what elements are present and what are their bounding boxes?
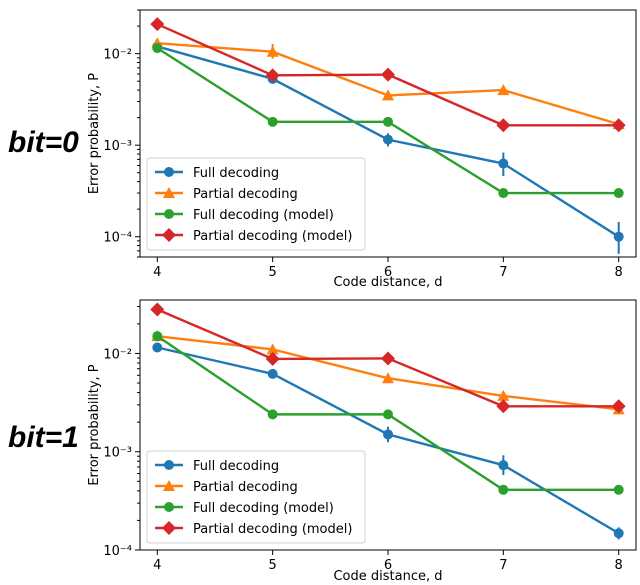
data-point (382, 89, 394, 101)
chart-panel-0: bit=0 4 5 6 7 8 10⁻⁴ 10⁻³ 10⁻² Code distance, d Er… (8, 9, 637, 290)
legend: Full decoding Partial decoding Full decodi… (146, 157, 366, 251)
series-2 (152, 331, 624, 495)
x-tick-label: 8 (615, 265, 623, 280)
x-axis-label: Code distance, d (333, 275, 442, 290)
x-tick-label: 5 (269, 265, 277, 280)
legend-item-label: Full decoding (193, 459, 279, 474)
data-point (152, 331, 163, 342)
series-3 (150, 302, 626, 414)
series-1 (151, 330, 625, 415)
data-point (267, 409, 278, 420)
series-2 (152, 43, 624, 199)
legend-marker (162, 521, 176, 535)
y-tick-label: 10⁻² (103, 48, 132, 63)
data-point (383, 409, 393, 420)
data-point (150, 17, 165, 32)
legend-item-label: Partial decoding (model) (193, 522, 352, 537)
data-point (152, 43, 163, 54)
x-tick-label: 6 (384, 265, 392, 280)
data-point (383, 134, 393, 145)
data-point (267, 368, 278, 379)
x-tick-label: 8 (615, 558, 623, 573)
series-1 (151, 37, 625, 130)
legend-item-label: Full decoding (model) (193, 208, 334, 223)
y-axis-label: Error probability, P (87, 364, 102, 485)
legend-item-label: Partial decoding (model) (193, 229, 352, 244)
y-tick-label: 10⁻² (103, 347, 132, 362)
legend-box (146, 157, 366, 251)
y-tick-label: 10⁻⁴ (103, 544, 132, 559)
data-point (496, 118, 511, 133)
x-axis-label: Code distance, d (333, 569, 442, 584)
data-point (383, 116, 393, 127)
data-point (266, 343, 279, 355)
data-point (266, 45, 279, 57)
legend-marker (163, 480, 175, 491)
data-point (613, 528, 624, 539)
data-point (498, 188, 509, 199)
y-tick-label: 10⁻³ (103, 446, 132, 461)
legend: Full decoding Partial decoding Full decodi… (146, 450, 366, 544)
data-point (498, 158, 509, 169)
data-point (613, 188, 624, 199)
data-point (381, 67, 395, 82)
data-point (498, 484, 509, 495)
data-point (613, 484, 624, 495)
y-axis-label: Error probability, P (87, 73, 102, 194)
data-point (613, 231, 624, 242)
data-point (611, 118, 626, 133)
data-point (150, 302, 165, 317)
legend-marker (164, 209, 174, 219)
data-point (611, 399, 626, 414)
series-3 (150, 17, 626, 133)
data-point (497, 389, 510, 401)
legend-marker (164, 460, 174, 470)
x-tick-label: 6 (384, 558, 392, 573)
legend-marker (162, 228, 176, 242)
legend-item-label: Full decoding (model) (193, 501, 334, 516)
data-point (265, 351, 280, 366)
side-label: bit=0 (8, 126, 79, 159)
data-point (496, 399, 511, 414)
data-point (382, 372, 394, 384)
series-0 (152, 342, 624, 540)
x-tick-label: 4 (153, 265, 161, 280)
legend-item-label: Partial decoding (193, 187, 298, 202)
legend-marker (164, 167, 174, 177)
legend-marker (164, 502, 174, 512)
data-point (267, 116, 278, 127)
x-tick-label: 7 (499, 265, 507, 280)
side-label: bit=1 (8, 421, 79, 454)
legend-item-label: Partial decoding (193, 480, 298, 495)
data-point (265, 68, 280, 83)
chart-panel-1: bit=1 4 5 6 7 8 10⁻⁴ 10⁻³ 10⁻² Code distance, d Er… (8, 299, 637, 584)
legend-box (146, 450, 366, 544)
legend-item-label: Full decoding (193, 166, 279, 181)
x-tick-label: 4 (153, 558, 161, 573)
data-point (381, 351, 395, 366)
x-tick-label: 5 (269, 558, 277, 573)
y-tick-label: 10⁻⁴ (103, 231, 132, 246)
y-tick-label: 10⁻³ (103, 139, 132, 154)
data-point (498, 460, 509, 471)
x-tick-label: 7 (499, 558, 507, 573)
data-point (383, 429, 393, 440)
data-point (152, 342, 163, 353)
legend-marker (163, 187, 175, 198)
data-point (497, 84, 510, 96)
